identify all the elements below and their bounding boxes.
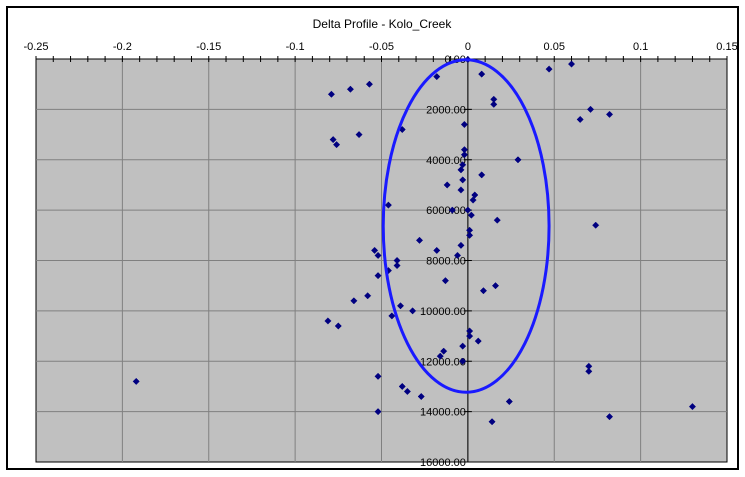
data-point	[433, 246, 441, 254]
x-tick-label: 0.15	[716, 41, 737, 53]
data-point	[334, 322, 342, 330]
data-point	[478, 70, 486, 78]
data-point	[365, 80, 373, 88]
data-point	[586, 105, 595, 113]
data-point	[453, 251, 462, 260]
y-tick-label: 2000.00	[426, 104, 466, 116]
y-tick-label: 8000.00	[426, 256, 466, 268]
y-tick-label: 6000.00	[426, 205, 466, 217]
data-point	[436, 352, 444, 360]
data-point	[398, 382, 406, 390]
data-point	[403, 387, 411, 396]
data-point	[396, 302, 405, 310]
data-point	[505, 397, 513, 406]
x-tick-label: -0.1	[286, 41, 305, 53]
data-point	[488, 418, 496, 426]
y-tick-label: 16000.00	[420, 457, 466, 469]
data-point	[440, 347, 448, 355]
data-point	[592, 221, 600, 229]
data-point	[364, 292, 372, 300]
data-point	[350, 297, 358, 305]
data-point	[355, 131, 363, 139]
data-point	[457, 186, 465, 194]
data-point	[464, 206, 472, 214]
highlight-ellipse	[381, 58, 551, 394]
x-tick-label: -0.15	[196, 41, 221, 53]
data-point	[327, 90, 335, 98]
x-tick-label: 0.1	[633, 41, 648, 53]
data-point	[460, 151, 468, 159]
data-point	[448, 206, 456, 214]
axes	[35, 56, 728, 463]
data-point	[374, 272, 382, 280]
x-tick-label: 0	[465, 41, 471, 53]
y-tick-label: 12000.00	[420, 356, 466, 368]
data-point	[467, 211, 475, 219]
data-point	[132, 377, 140, 385]
data-points	[132, 55, 697, 426]
data-point	[409, 307, 417, 315]
data-point	[514, 156, 522, 164]
data-point	[688, 403, 697, 411]
y-tick-label: 4000.00	[426, 155, 466, 167]
data-point	[393, 261, 401, 270]
data-point	[417, 392, 425, 401]
data-point	[471, 191, 479, 199]
data-point	[371, 246, 379, 254]
data-point	[474, 337, 482, 345]
y-tick-label: 14000.00	[420, 407, 466, 419]
data-point	[459, 342, 467, 350]
data-point	[459, 176, 467, 184]
data-point	[605, 110, 614, 118]
data-point	[441, 277, 449, 285]
data-point	[329, 136, 337, 144]
x-tick-label: 0.05	[544, 41, 565, 53]
x-tick-labels: -0.25 -0.2 -0.15 -0.1 -0.05 0 0.05 0.1 0.15	[23, 41, 737, 53]
data-point	[457, 241, 465, 249]
data-point	[490, 100, 498, 108]
data-point	[567, 60, 576, 68]
data-point	[469, 196, 477, 204]
data-point	[466, 332, 474, 340]
data-point	[374, 251, 382, 260]
data-point	[545, 65, 553, 73]
data-point	[388, 312, 396, 320]
chart-title: Delta Profile - Kolo_Creek	[313, 17, 453, 31]
data-point	[576, 115, 584, 124]
data-point	[491, 282, 500, 290]
data-point	[478, 171, 486, 179]
data-point	[605, 413, 614, 421]
data-point	[346, 85, 354, 93]
data-point	[460, 120, 468, 129]
x-tick-label: -0.2	[113, 41, 132, 53]
data-point	[324, 317, 332, 325]
y-tick-labels: 0.002000.004000.006000.008000.0010000.00…	[420, 54, 466, 469]
data-point	[333, 141, 341, 149]
data-point	[459, 161, 467, 169]
data-point	[374, 408, 382, 416]
x-tick-label: -0.05	[369, 41, 394, 53]
data-point	[459, 357, 467, 365]
data-point	[493, 216, 501, 224]
y-tick-label: 10000.00	[420, 306, 466, 318]
data-point	[384, 201, 392, 209]
x-tick-label: -0.25	[23, 41, 48, 53]
data-point	[479, 287, 487, 295]
data-point	[374, 372, 382, 380]
data-point	[466, 231, 474, 239]
data-point	[443, 181, 451, 189]
data-point	[585, 367, 593, 375]
data-point	[457, 166, 465, 174]
data-point	[433, 73, 441, 81]
data-point	[415, 236, 424, 244]
